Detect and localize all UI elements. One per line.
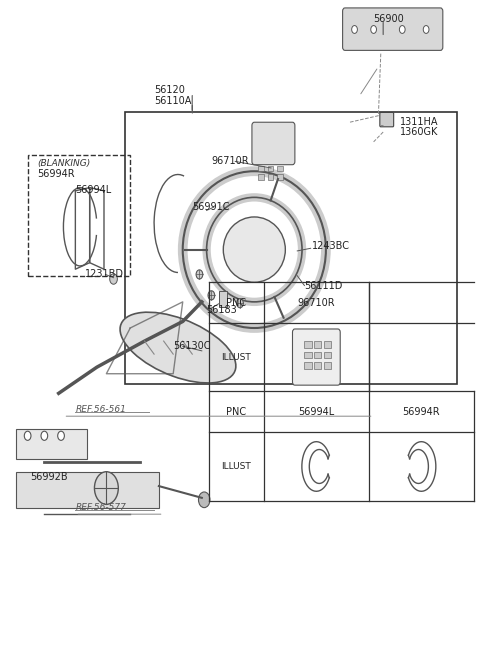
Text: 56130C: 56130C — [173, 341, 211, 352]
FancyBboxPatch shape — [258, 166, 264, 171]
Text: 1231BD: 1231BD — [85, 270, 124, 279]
FancyBboxPatch shape — [16, 429, 87, 459]
Text: 56992B: 56992B — [30, 472, 68, 482]
Circle shape — [399, 26, 405, 33]
Circle shape — [196, 270, 203, 279]
FancyBboxPatch shape — [268, 174, 274, 180]
FancyBboxPatch shape — [324, 341, 331, 348]
FancyBboxPatch shape — [343, 8, 443, 51]
Text: REF.56-577: REF.56-577 — [75, 503, 126, 512]
Circle shape — [352, 26, 358, 33]
FancyBboxPatch shape — [304, 362, 312, 369]
Bar — [218, 291, 227, 307]
Text: PNC: PNC — [227, 298, 247, 308]
FancyBboxPatch shape — [292, 329, 340, 385]
Text: PNC: PNC — [227, 407, 247, 417]
FancyBboxPatch shape — [314, 362, 321, 369]
Text: (BLANKING): (BLANKING) — [37, 159, 90, 168]
Circle shape — [237, 298, 243, 308]
Text: 1243BC: 1243BC — [312, 241, 349, 251]
Circle shape — [24, 431, 31, 440]
Text: REF.56-561: REF.56-561 — [75, 405, 126, 414]
FancyBboxPatch shape — [304, 341, 312, 348]
Text: ILLUST: ILLUST — [222, 352, 252, 361]
Ellipse shape — [120, 312, 236, 383]
FancyBboxPatch shape — [16, 472, 159, 508]
Text: 1360GK: 1360GK — [400, 127, 438, 137]
Text: 56994R: 56994R — [37, 169, 75, 180]
Circle shape — [58, 431, 64, 440]
Text: 56120: 56120 — [154, 85, 185, 94]
Text: 56900: 56900 — [373, 14, 404, 24]
Text: ILLUST: ILLUST — [222, 462, 252, 471]
FancyBboxPatch shape — [258, 174, 264, 180]
FancyBboxPatch shape — [380, 112, 394, 127]
FancyBboxPatch shape — [277, 174, 283, 180]
Text: 56994L: 56994L — [298, 407, 335, 417]
Text: 56110A: 56110A — [154, 96, 192, 106]
Circle shape — [199, 492, 210, 508]
FancyBboxPatch shape — [277, 166, 283, 171]
FancyBboxPatch shape — [304, 352, 312, 358]
Text: 56183: 56183 — [206, 305, 237, 316]
Circle shape — [110, 274, 117, 284]
FancyBboxPatch shape — [252, 122, 295, 165]
FancyBboxPatch shape — [268, 166, 274, 171]
FancyBboxPatch shape — [314, 352, 321, 358]
Circle shape — [41, 431, 48, 440]
Text: 56994L: 56994L — [75, 184, 112, 195]
Circle shape — [371, 26, 376, 33]
Text: 1311HA: 1311HA — [400, 117, 438, 127]
Text: 56111D: 56111D — [304, 281, 343, 291]
Circle shape — [208, 291, 215, 300]
Text: 56994R: 56994R — [403, 407, 440, 417]
Text: 96710R: 96710R — [211, 156, 249, 167]
FancyBboxPatch shape — [324, 352, 331, 358]
FancyBboxPatch shape — [314, 341, 321, 348]
Circle shape — [95, 472, 118, 504]
Text: 56991C: 56991C — [192, 202, 230, 212]
FancyBboxPatch shape — [324, 362, 331, 369]
Circle shape — [423, 26, 429, 33]
Ellipse shape — [223, 217, 285, 282]
Text: 96710R: 96710R — [298, 298, 335, 308]
Ellipse shape — [242, 237, 266, 262]
